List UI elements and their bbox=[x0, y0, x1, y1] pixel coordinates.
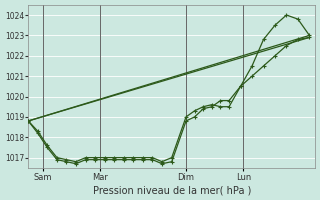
X-axis label: Pression niveau de la mer( hPa ): Pression niveau de la mer( hPa ) bbox=[92, 185, 251, 195]
